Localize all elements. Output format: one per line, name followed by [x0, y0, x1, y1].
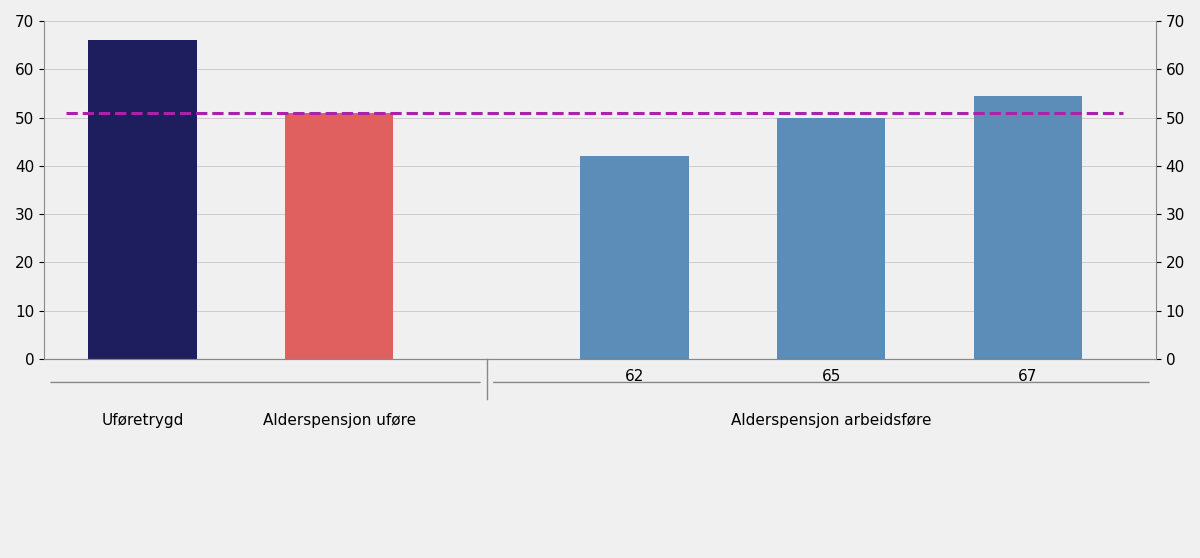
Bar [581, 156, 689, 359]
Bar [974, 96, 1082, 359]
Bar [778, 118, 886, 359]
Text: Uføretrygd: Uføretrygd [101, 413, 184, 428]
Bar [286, 113, 394, 359]
Text: Alderspensjon uføre: Alderspensjon uføre [263, 413, 416, 428]
Bar [89, 40, 197, 359]
Text: Alderspensjon arbeidsføre: Alderspensjon arbeidsføre [731, 413, 931, 428]
